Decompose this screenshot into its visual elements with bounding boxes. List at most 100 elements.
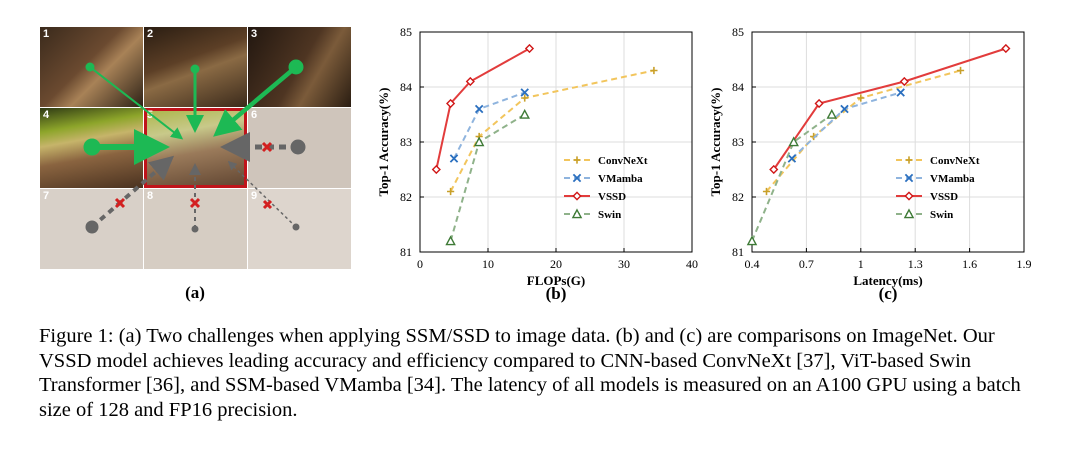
chart-b: 0 10 20 30 40 81 82 83 84 85 FLOPs(G) Top-1 Accurac… <box>368 18 708 308</box>
chart-c-svg: 0.4 0.7 1 1.3 1.6 1.9 81 82 83 84 85 Latency(ms) Top… <box>708 25 1032 303</box>
tile-number: 8 <box>147 190 154 202</box>
legend-label: VMamba <box>930 173 975 185</box>
legend-item: VMamba <box>896 173 975 185</box>
data-point <box>572 173 582 183</box>
series-line <box>449 69 655 192</box>
tile-number: 9 <box>251 190 258 202</box>
figure-a-image-grid: 1 2 3 4 5 6 7 8 9 <box>40 27 351 269</box>
legend-label: ConvNeXt <box>598 155 648 167</box>
panel-label: (b) <box>546 284 567 303</box>
x-tick-label: 30 <box>618 257 630 271</box>
legend: ConvNeXt VMamba VSSD Swin <box>564 155 648 221</box>
y-tick-label: 85 <box>400 25 412 39</box>
x-tick-label: 1.9 <box>1017 257 1032 271</box>
series-line <box>453 91 526 159</box>
y-tick-label: 84 <box>400 80 412 94</box>
series-vmamba <box>449 88 529 163</box>
data-point <box>521 94 529 102</box>
tile-number: 2 <box>147 28 154 40</box>
x-tick-label: 1.6 <box>962 257 977 271</box>
series-line <box>791 91 901 160</box>
data-point <box>956 66 965 75</box>
legend-label: Swin <box>930 209 953 221</box>
data-point <box>446 98 456 109</box>
data-point <box>762 187 771 196</box>
legend-label: ConvNeXt <box>930 155 980 167</box>
legend: ConvNeXt VMamba VSSD Swin <box>896 155 980 221</box>
data-point <box>905 156 913 164</box>
data-point <box>473 136 485 147</box>
x-tick-label: 0.7 <box>799 257 814 271</box>
panel-label-a: (a) <box>185 283 205 302</box>
x-tick-label: 1 <box>858 257 864 271</box>
data-point <box>465 76 475 87</box>
x-tick-label: 10 <box>482 257 494 271</box>
legend-item: Swin <box>896 208 953 221</box>
x-tick-label: 40 <box>686 257 698 271</box>
x-tick-label: 0 <box>417 257 423 271</box>
data-point <box>445 235 456 246</box>
x-tick-label: 20 <box>550 257 562 271</box>
y-axis-label: Top-1 Accuracy(%) <box>708 88 723 197</box>
legend-item: ConvNeXt <box>896 155 980 167</box>
legend-label: VSSD <box>930 191 958 203</box>
legend-label: Swin <box>598 209 621 221</box>
data-point <box>788 136 799 147</box>
y-tick-label: 82 <box>732 190 744 204</box>
series-swin <box>746 108 838 246</box>
legend-label: VSSD <box>598 191 626 203</box>
grid <box>419 31 693 253</box>
legend-item: VSSD <box>564 191 626 203</box>
figure-caption: Figure 1: (a) Two challenges when applyi… <box>39 325 1021 421</box>
gray-dashed-arrows <box>85 132 306 234</box>
series-line <box>435 47 530 170</box>
chart-c: 0.4 0.7 1 1.3 1.6 1.9 81 82 83 84 85 Latency(ms) Top… <box>700 18 1040 308</box>
data-point <box>650 66 658 75</box>
green-arrows <box>83 59 304 165</box>
data-point <box>431 164 441 175</box>
series-vssd <box>431 43 535 175</box>
y-tick-label: 84 <box>732 80 744 94</box>
data-point <box>904 173 914 183</box>
panel-label: (c) <box>879 284 898 303</box>
x-axis-label: FLOPs(G) <box>527 273 586 288</box>
data-point <box>899 76 909 87</box>
series-vssd <box>769 43 1011 175</box>
data-point <box>787 154 797 163</box>
tile-number: 6 <box>251 109 258 121</box>
data-point <box>903 208 915 219</box>
x-axis-label: Latency(ms) <box>853 273 922 288</box>
legend-item: VSSD <box>896 191 958 203</box>
y-tick-label: 81 <box>732 245 744 259</box>
series-convnext <box>762 66 965 196</box>
arrows-overlay <box>83 59 306 234</box>
y-tick-label: 83 <box>732 135 744 149</box>
data-point <box>904 191 914 201</box>
data-point <box>1001 43 1011 54</box>
y-tick-label: 81 <box>400 245 412 259</box>
tile-number: 7 <box>43 190 50 202</box>
legend-label: VMamba <box>598 173 643 185</box>
data-point <box>474 104 484 114</box>
tile-number: 3 <box>251 28 258 40</box>
data-point <box>896 88 905 97</box>
legend-item: Swin <box>564 208 621 221</box>
data-point <box>519 108 530 119</box>
series-swin <box>445 108 530 246</box>
y-tick-label: 83 <box>400 135 412 149</box>
y-tick-label: 85 <box>732 25 744 39</box>
y-tick-label: 82 <box>400 190 412 204</box>
legend-item: ConvNeXt <box>564 155 648 167</box>
data-point <box>826 108 838 119</box>
data-point <box>857 94 865 102</box>
series-vmamba <box>787 88 905 163</box>
data-point <box>571 208 583 219</box>
data-point <box>573 156 581 164</box>
y-axis-label: Top-1 Accuracy(%) <box>376 88 391 197</box>
tile-number: 5 <box>147 109 154 121</box>
tile-number: 4 <box>43 109 50 121</box>
data-point <box>572 191 582 201</box>
data-point <box>814 98 824 109</box>
data-point <box>746 235 758 246</box>
data-point <box>524 43 535 54</box>
